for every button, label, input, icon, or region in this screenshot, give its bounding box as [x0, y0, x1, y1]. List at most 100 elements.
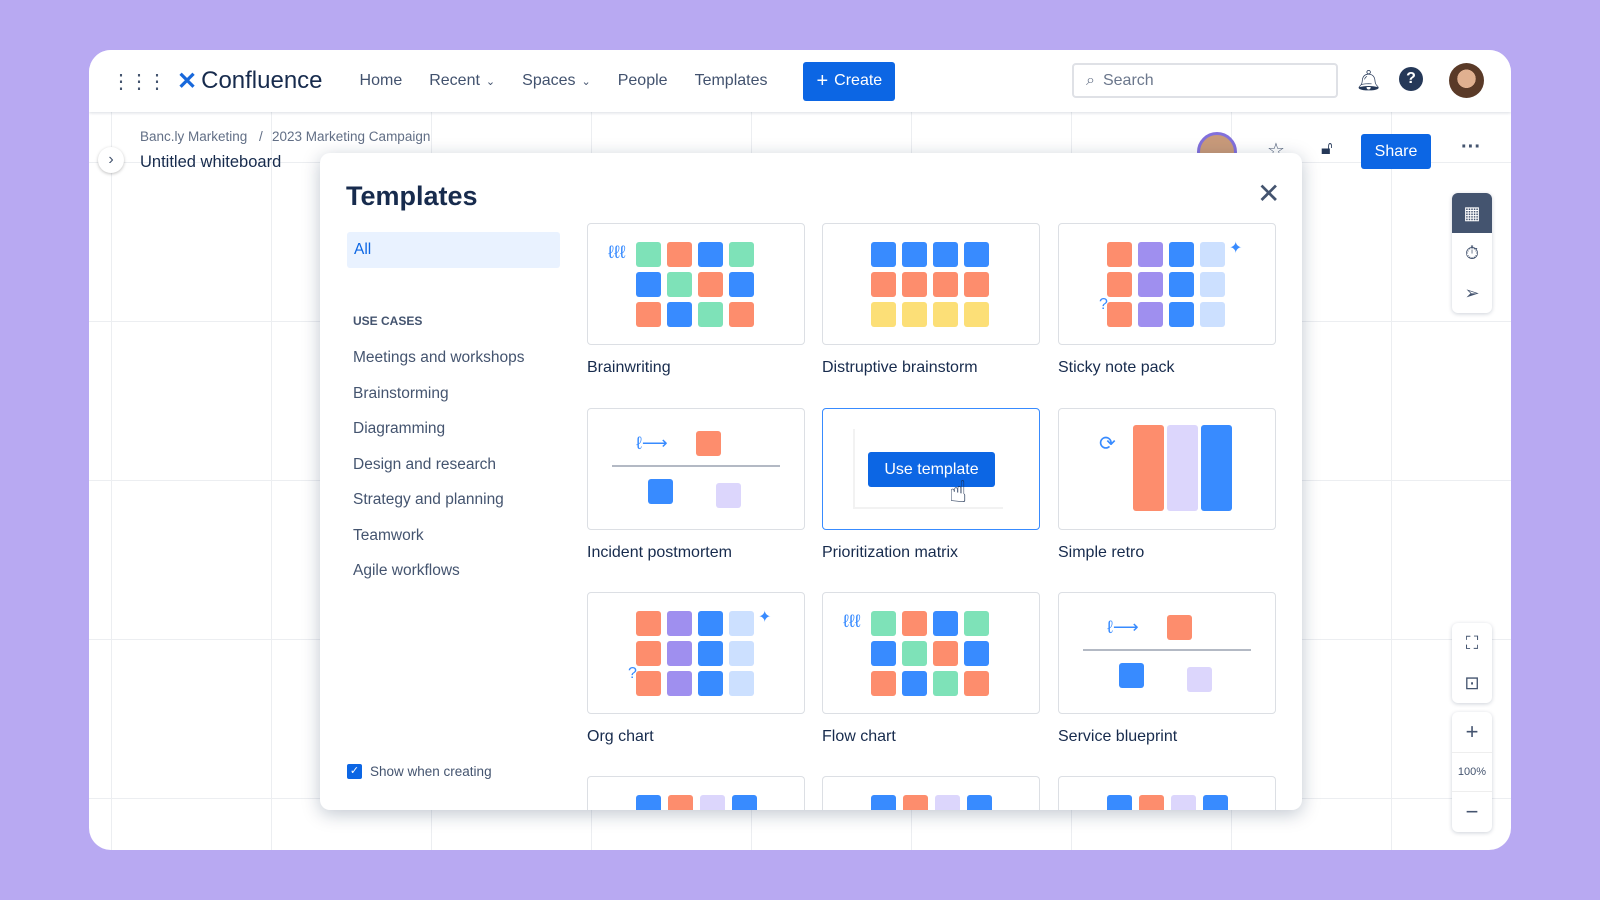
template-thumbnail[interactable]: ℓℓℓ — [822, 592, 1040, 714]
unlock-icon[interactable]: 🔓︎ — [1321, 138, 1333, 158]
matrix-preview — [853, 429, 1003, 509]
sticky-note — [933, 242, 958, 267]
template-card[interactable]: ℓ⟶ Service blueprint — [1058, 592, 1276, 746]
category-all[interactable]: All — [347, 232, 560, 268]
template-card[interactable]: ℓℓℓ Brainwriting — [587, 223, 805, 377]
sticky-note — [871, 302, 896, 327]
squiggle-icon: ℓℓℓ — [843, 611, 861, 631]
category-item[interactable]: Strategy and planning — [353, 491, 504, 508]
template-thumbnail[interactable] — [822, 776, 1040, 810]
sticky-note — [729, 641, 754, 666]
use-template-button[interactable]: Use template — [868, 452, 995, 487]
expand-sidebar-button[interactable]: › — [98, 147, 124, 173]
sticky-note — [1203, 795, 1228, 810]
sticky-note — [871, 671, 896, 696]
templates-icon[interactable]: ▦ — [1452, 193, 1492, 233]
sticky-note — [668, 795, 693, 810]
zoom-out-icon[interactable]: − — [1465, 799, 1479, 824]
search-input[interactable]: ⌕ Search — [1072, 63, 1338, 98]
nav-people[interactable]: People — [617, 72, 668, 89]
template-card[interactable]: ⟳ Simple retro — [1058, 408, 1276, 562]
template-thumbnail[interactable]: ℓ⟶ — [587, 408, 805, 530]
create-button[interactable]: + Create — [803, 61, 896, 101]
search-icon: ⌕ — [1086, 71, 1095, 89]
nav-home[interactable]: Home — [359, 72, 403, 89]
sticky-note — [667, 671, 692, 696]
sticky-note — [903, 795, 928, 810]
use-cases-heading: USE CASES — [353, 314, 423, 328]
template-thumbnail[interactable] — [822, 223, 1040, 345]
template-name: Service blueprint — [1058, 728, 1178, 745]
frame-icon[interactable]: ⊡ — [1464, 672, 1480, 693]
zoom-toolbar: + 100% − — [1452, 712, 1492, 832]
share-button[interactable]: Share — [1361, 134, 1431, 169]
category-item[interactable]: Brainstorming — [353, 384, 449, 402]
template-name: Brainwriting — [587, 359, 671, 376]
page-title[interactable]: Untitled whiteboard — [140, 153, 282, 171]
nav-templates[interactable]: Templates — [694, 72, 768, 89]
category-item[interactable]: Agile workflows — [353, 562, 460, 579]
close-icon[interactable]: ✕ — [1257, 178, 1281, 209]
template-card[interactable]: ✦? Sticky note pack — [1058, 223, 1276, 377]
sticky-note — [698, 611, 723, 636]
timer-icon[interactable]: ⏱︎ — [1464, 242, 1480, 263]
sticky-note — [636, 611, 661, 636]
sticky-note — [964, 611, 989, 636]
category-item[interactable]: Design and research — [353, 455, 497, 473]
template-thumbnail[interactable]: Use template ☝︎ — [822, 408, 1040, 530]
sticky-note — [902, 242, 927, 267]
template-card[interactable]: ℓℓℓ Flow chart — [822, 592, 1040, 746]
help-icon[interactable]: ? — [1399, 67, 1423, 91]
sticky-note — [1200, 242, 1225, 267]
app-switcher-icon[interactable]: ⋮⋮⋮ — [111, 70, 167, 93]
template-card[interactable]: ℓ⟶ Incident postmortem — [587, 408, 805, 562]
category-item[interactable]: Teamwork — [353, 526, 424, 544]
sticky-note — [967, 795, 992, 810]
sticky-note — [698, 242, 723, 267]
sticky-note — [729, 611, 754, 636]
squiggle-arrow-icon: ℓ⟶ — [636, 433, 668, 453]
template-thumbnail[interactable]: ℓ⟶ — [1058, 592, 1276, 714]
more-options-icon[interactable]: ··· — [1461, 136, 1481, 158]
category-item[interactable]: Diagramming — [353, 420, 446, 437]
sticky-note — [698, 641, 723, 666]
notifications-icon[interactable]: 🔔︎ — [1356, 70, 1382, 92]
sticky-note — [1107, 302, 1132, 327]
template-name: Prioritization matrix — [822, 544, 959, 561]
sticky-note — [636, 795, 661, 810]
pointer-icon[interactable]: ➢ — [1464, 282, 1480, 303]
nav-recent[interactable]: Recent ⌄ — [429, 72, 496, 89]
sticky-note — [729, 272, 754, 297]
template-name: Simple retro — [1058, 544, 1145, 561]
sticky-note — [716, 483, 741, 508]
template-card[interactable]: Distruptive brainstorm — [822, 223, 1040, 377]
template-thumbnail[interactable]: ✦? — [1058, 223, 1276, 345]
nav-spaces[interactable]: Spaces ⌄ — [522, 72, 591, 89]
confluence-logo-icon[interactable]: ✕ — [177, 67, 198, 95]
breadcrumb-item[interactable]: Banc.ly Marketing — [140, 129, 248, 144]
avatar[interactable] — [1449, 63, 1484, 98]
template-thumbnail[interactable] — [587, 776, 805, 810]
template-card[interactable]: ✦? Org chart — [587, 592, 805, 746]
breadcrumb-item[interactable]: 2023 Marketing Campaign — [272, 129, 431, 144]
show-when-creating-checkbox[interactable]: ✓ Show when creating — [347, 764, 492, 779]
category-item[interactable]: Meetings and workshops — [353, 349, 525, 366]
sticky-note — [902, 272, 927, 297]
app-name[interactable]: Confluence — [201, 67, 323, 94]
fit-to-screen-icon[interactable]: ⛶ — [1465, 632, 1479, 653]
template-thumbnail[interactable] — [1058, 776, 1276, 810]
template-thumbnail[interactable]: ✦? — [587, 592, 805, 714]
sticky-note — [871, 795, 896, 810]
sticky-note — [902, 611, 927, 636]
sticky-note — [964, 302, 989, 327]
template-card[interactable]: Use template ☝︎ Prioritization matrix — [822, 408, 1040, 562]
template-name: Flow chart — [822, 728, 896, 745]
zoom-in-icon[interactable]: + — [1465, 719, 1479, 744]
template-thumbnail[interactable]: ℓℓℓ — [587, 223, 805, 345]
zoom-level: 100% — [1452, 752, 1492, 792]
sticky-note — [871, 611, 896, 636]
template-thumbnail[interactable]: ⟳ — [1058, 408, 1276, 530]
template-name: Distruptive brainstorm — [822, 359, 978, 376]
sticky-note — [648, 479, 673, 504]
sticky-note — [1119, 663, 1144, 688]
